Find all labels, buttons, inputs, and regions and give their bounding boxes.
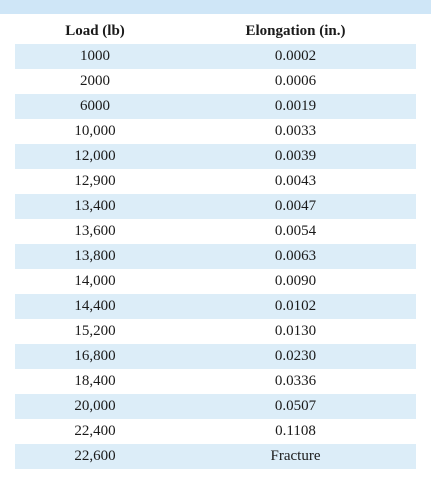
elongation-cell: 0.0047: [274, 198, 317, 214]
table-row: 20,000 0.0507: [15, 394, 416, 419]
table-row: 18,400 0.0336: [15, 369, 416, 394]
top-band: [0, 0, 431, 14]
elongation-cell: 0.0039: [274, 148, 317, 164]
table-row: 22,600 Fracture: [15, 444, 416, 469]
table-row: 13,600 0.0054: [15, 219, 416, 244]
table-row: 14,000 0.0090: [15, 269, 416, 294]
load-cell: 14,000: [74, 273, 116, 289]
table-row: 1000 0.0002: [15, 44, 416, 69]
elongation-cell: 0.0054: [274, 223, 317, 239]
load-cell: 12,000: [74, 148, 116, 164]
table-row: 14,400 0.0102: [15, 294, 416, 319]
table-row: 22,400 0.1108: [15, 419, 416, 444]
elongation-cell: 0.0102: [274, 298, 317, 314]
elongation-cell: 0.0002: [274, 48, 317, 64]
load-cell: 22,600: [74, 448, 116, 464]
elongation-cell: 0.0019: [274, 98, 317, 114]
load-cell: 6000: [80, 98, 110, 114]
load-cell: 14,400: [74, 298, 116, 314]
elongation-cell: 0.1108: [275, 423, 316, 439]
load-cell: 2000: [80, 73, 110, 89]
elongation-cell: 0.0230: [274, 348, 317, 364]
table-body: 1000 0.0002 2000 0.0006 6000 0.0019 10,000 0.00…: [15, 44, 416, 469]
table-row: 6000 0.0019: [15, 94, 416, 119]
table-row: 10,000 0.0033: [15, 119, 416, 144]
elongation-cell: 0.0043: [274, 173, 317, 189]
load-cell: 15,200: [74, 323, 116, 339]
load-cell: 13,800: [74, 248, 116, 264]
table-row: 2000 0.0006: [15, 69, 416, 94]
elongation-cell: 0.0336: [274, 373, 317, 389]
load-cell: 10,000: [74, 123, 116, 139]
header-elongation: Elongation (in.): [245, 23, 346, 39]
table-row: 13,800 0.0063: [15, 244, 416, 269]
elongation-cell: 0.0006: [274, 73, 317, 89]
table-row: 16,800 0.0230: [15, 344, 416, 369]
elongation-cell: 0.0090: [274, 273, 317, 289]
load-cell: 22,400: [74, 423, 116, 439]
elongation-cell: Fracture: [270, 448, 321, 464]
elongation-cell: 0.0063: [274, 248, 317, 264]
load-cell: 13,400: [74, 198, 116, 214]
load-cell: 12,900: [74, 173, 116, 189]
table-row: 15,200 0.0130: [15, 319, 416, 344]
load-cell: 20,000: [74, 398, 116, 414]
table-row: 12,000 0.0039: [15, 144, 416, 169]
load-cell: 18,400: [74, 373, 116, 389]
header-load: Load (lb): [65, 23, 125, 39]
load-cell: 16,800: [74, 348, 116, 364]
table-row: 13,400 0.0047: [15, 194, 416, 219]
elongation-cell: 0.0033: [274, 123, 317, 139]
elongation-cell: 0.0130: [274, 323, 317, 339]
table-row: 12,900 0.0043: [15, 169, 416, 194]
load-cell: 13,600: [74, 223, 116, 239]
elongation-cell: 0.0507: [274, 398, 317, 414]
load-elongation-table: Load (lb) Elongation (in.) 1000 0.0002 200…: [15, 19, 416, 469]
table-header-row: Load (lb) Elongation (in.): [15, 19, 416, 44]
load-cell: 1000: [80, 48, 110, 64]
